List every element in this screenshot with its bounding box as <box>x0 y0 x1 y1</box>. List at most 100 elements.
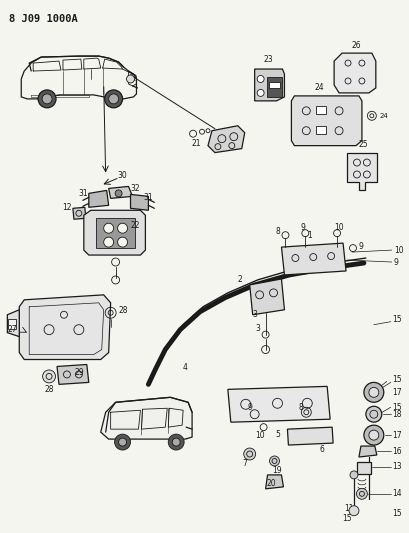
Polygon shape <box>101 397 192 439</box>
Circle shape <box>366 406 382 422</box>
Polygon shape <box>334 53 376 93</box>
Text: 15: 15 <box>342 514 352 523</box>
Circle shape <box>119 438 126 446</box>
Circle shape <box>105 90 123 108</box>
Polygon shape <box>291 96 362 146</box>
Text: 22: 22 <box>131 221 140 230</box>
Text: 19: 19 <box>273 466 282 475</box>
Circle shape <box>115 434 130 450</box>
Text: 7: 7 <box>242 459 247 469</box>
Text: 10: 10 <box>255 431 265 440</box>
Text: 17: 17 <box>392 431 401 440</box>
Text: 15: 15 <box>392 403 401 412</box>
Circle shape <box>118 237 128 247</box>
Text: 15: 15 <box>392 509 401 518</box>
Circle shape <box>357 488 367 499</box>
Text: 11: 11 <box>344 504 354 513</box>
Circle shape <box>104 237 114 247</box>
Circle shape <box>349 506 359 516</box>
Text: 9: 9 <box>247 403 252 412</box>
Polygon shape <box>347 152 377 190</box>
Polygon shape <box>281 243 346 275</box>
Circle shape <box>257 90 264 96</box>
Bar <box>269 82 281 88</box>
Text: 4: 4 <box>183 363 188 372</box>
Text: 9: 9 <box>394 257 399 266</box>
Text: 23: 23 <box>264 54 273 63</box>
Circle shape <box>257 76 264 83</box>
Bar <box>316 126 326 134</box>
Circle shape <box>369 387 379 397</box>
Text: 24: 24 <box>315 84 324 92</box>
Text: 3: 3 <box>252 310 257 319</box>
Polygon shape <box>57 365 89 384</box>
Polygon shape <box>208 126 245 152</box>
Text: 31: 31 <box>144 193 153 202</box>
Text: 15: 15 <box>392 315 401 324</box>
Text: 10: 10 <box>394 246 403 255</box>
Polygon shape <box>228 386 330 422</box>
Polygon shape <box>359 446 377 457</box>
Polygon shape <box>130 195 148 211</box>
Text: 18: 18 <box>392 410 401 419</box>
Text: 3: 3 <box>255 324 260 333</box>
Circle shape <box>126 75 135 83</box>
Polygon shape <box>288 427 333 445</box>
Text: 1: 1 <box>307 231 312 240</box>
Text: 30: 30 <box>118 171 128 180</box>
Text: 17: 17 <box>392 388 401 397</box>
Text: 16: 16 <box>392 447 401 456</box>
Text: 5: 5 <box>275 430 280 439</box>
Text: 15: 15 <box>392 375 401 384</box>
Polygon shape <box>89 190 109 207</box>
Text: 13: 13 <box>392 463 401 472</box>
Text: 28: 28 <box>119 306 128 315</box>
Text: 21: 21 <box>191 139 201 148</box>
Text: 8: 8 <box>299 403 304 412</box>
Text: 9: 9 <box>301 223 306 232</box>
Polygon shape <box>357 462 371 474</box>
Circle shape <box>104 223 114 233</box>
Text: 20: 20 <box>267 479 276 488</box>
Polygon shape <box>96 218 135 248</box>
Text: 14: 14 <box>392 489 401 498</box>
Text: 31: 31 <box>78 189 88 198</box>
Circle shape <box>118 223 128 233</box>
Polygon shape <box>73 207 86 219</box>
Bar <box>8 319 16 329</box>
Circle shape <box>168 434 184 450</box>
Polygon shape <box>265 475 283 489</box>
Text: 25: 25 <box>358 140 368 149</box>
Circle shape <box>43 370 56 383</box>
Circle shape <box>270 456 279 466</box>
Text: 26: 26 <box>351 41 361 50</box>
Circle shape <box>115 190 122 197</box>
Polygon shape <box>84 211 146 255</box>
Text: 27: 27 <box>8 325 17 334</box>
Polygon shape <box>19 295 111 360</box>
Circle shape <box>38 90 56 108</box>
Circle shape <box>172 438 180 446</box>
Bar <box>316 106 326 114</box>
Text: 8: 8 <box>275 227 280 236</box>
Text: 28: 28 <box>44 385 54 394</box>
Polygon shape <box>7 310 19 337</box>
Circle shape <box>364 382 384 402</box>
Circle shape <box>350 471 358 479</box>
Circle shape <box>42 94 52 104</box>
Text: 2: 2 <box>237 276 242 285</box>
Text: 12: 12 <box>62 203 72 212</box>
Circle shape <box>244 448 256 460</box>
Polygon shape <box>267 77 283 97</box>
Text: 8 J09 1000A: 8 J09 1000A <box>9 14 78 25</box>
Polygon shape <box>249 279 284 315</box>
Circle shape <box>364 425 384 445</box>
Text: 29: 29 <box>74 368 84 377</box>
Text: 10: 10 <box>334 223 344 232</box>
Text: 6: 6 <box>320 445 325 454</box>
Circle shape <box>109 94 119 104</box>
Polygon shape <box>109 187 133 198</box>
Text: 9: 9 <box>359 241 363 251</box>
Text: 32: 32 <box>130 184 140 193</box>
Text: 24: 24 <box>380 113 388 119</box>
